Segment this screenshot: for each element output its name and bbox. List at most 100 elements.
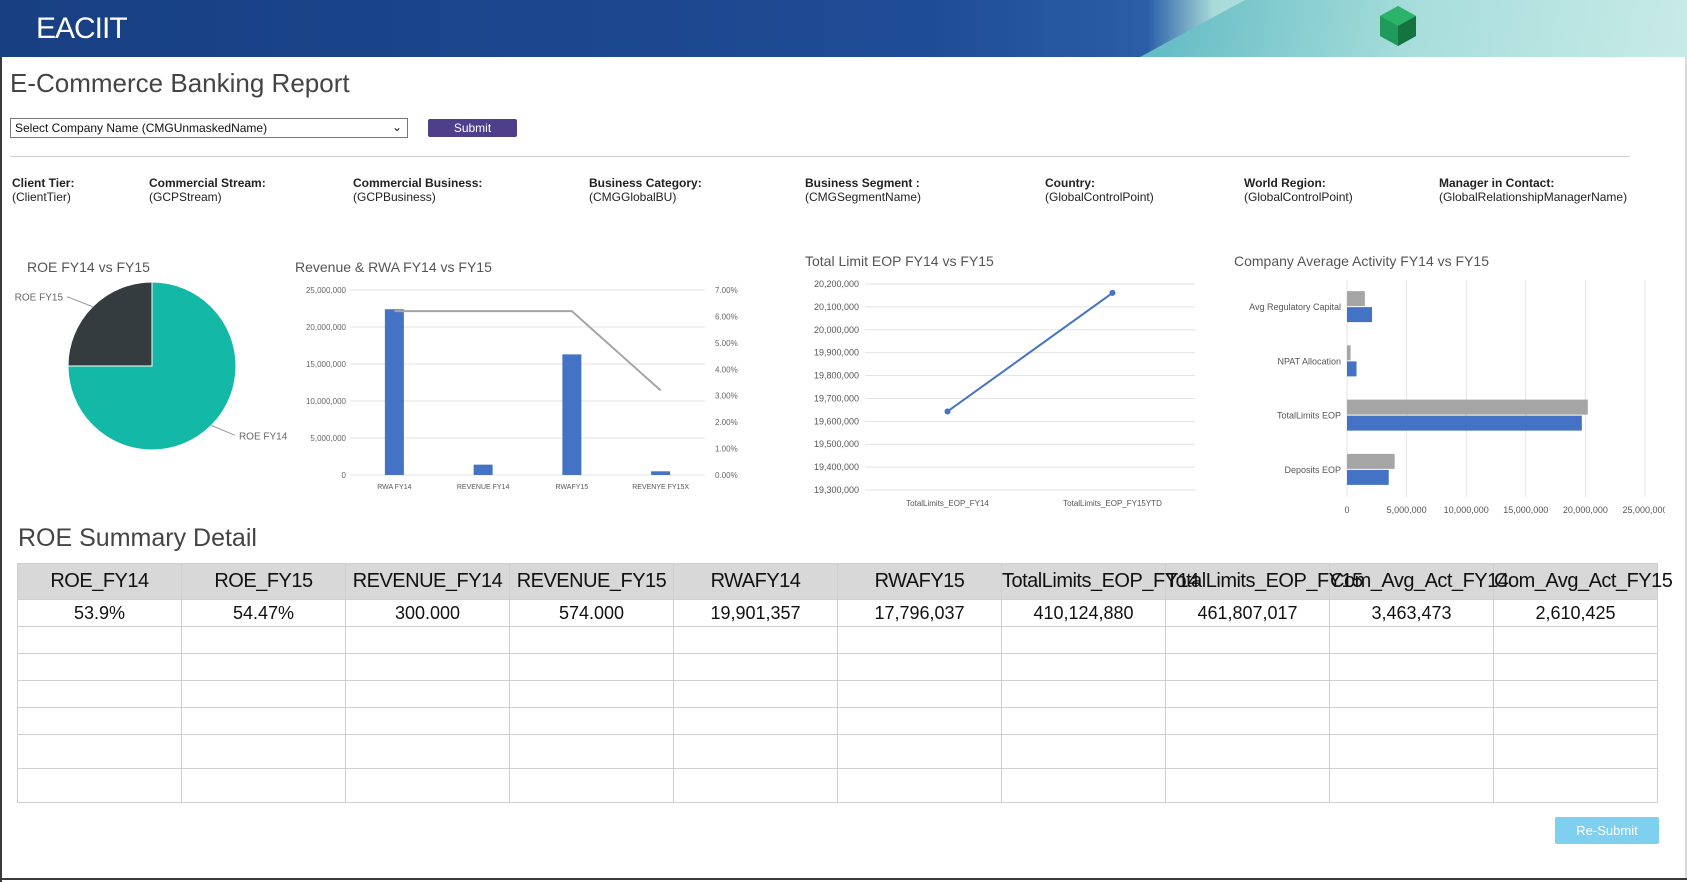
table-cell: 574.000: [509, 599, 674, 627]
divider: [10, 156, 1630, 157]
table-cell: 17,796,037: [837, 599, 1002, 627]
y-category-label: NPAT Allocation: [1277, 356, 1341, 366]
pie-chart-title: ROE FY14 vs FY15: [27, 259, 150, 275]
company-select-value: Select Company Name (CMGUnmaskedName): [15, 121, 268, 135]
resubmit-button[interactable]: Re-Submit: [1555, 817, 1659, 844]
table-cell: 410,124,880: [1001, 599, 1166, 627]
roe-summary-table: ROE_FY14 ROE_FY15 REVENUE_FY14 REVENUE_F…: [17, 563, 1673, 803]
meta-world-region: World Region: (GlobalControlPoint): [1244, 176, 1353, 204]
y-tick-label: 0: [342, 471, 347, 480]
y-tick-label: 19,800,000: [814, 371, 859, 381]
bar: [1347, 453, 1395, 469]
y-tick-label: 10,000,000: [306, 397, 347, 406]
x-tick-label: 0: [1344, 505, 1349, 515]
revenue-rwa-chart: 0 5,000,000 10,000,000 15,000,000 20,000,000…: [306, 286, 738, 491]
table-cell: 3,463,473: [1329, 599, 1494, 627]
meta-business-category: Business Category: (CMGGlobalBU): [589, 176, 702, 204]
page-title: E-Commerce Banking Report: [10, 68, 350, 98]
bar: [1347, 345, 1351, 361]
meta-value: (GlobalRelationshipManagerName): [1439, 190, 1628, 204]
column-header: ROE_FY14: [17, 563, 182, 600]
meta-label: Country:: [1045, 176, 1095, 190]
y-tick-label: 15,000,000: [306, 360, 347, 369]
pie-slice-label: ROE FY15: [15, 293, 64, 304]
app-logo: EACIIT: [36, 12, 128, 45]
company-select[interactable]: Select Company Name (CMGUnmaskedName) ⌄: [10, 118, 408, 138]
y-tick-label: 19,400,000: [814, 462, 859, 472]
meta-value: (GlobalControlPoint): [1244, 190, 1353, 204]
line-chart-title: Total Limit EOP FY14 vs FY15: [805, 253, 994, 269]
bar: [1347, 361, 1357, 377]
y-tick-label: 19,600,000: [814, 416, 859, 426]
green-gem-icon: [1380, 6, 1416, 46]
column-header: Com_Avg_Act_FY14: [1329, 563, 1509, 600]
y-tick-label: 19,300,000: [814, 485, 859, 495]
pie-slice: [67, 281, 153, 367]
meta-value: (GCPStream): [149, 190, 222, 204]
meta-country: Country: (GlobalControlPoint): [1045, 176, 1154, 204]
meta-label: Manager in Contact:: [1439, 176, 1555, 190]
x-tick-label: RWA FY14: [377, 484, 411, 491]
data-point: [944, 408, 951, 415]
table-header-row: ROE_FY14 ROE_FY15 REVENUE_FY14 REVENUE_F…: [17, 563, 1673, 600]
x-tick-label: TotalLimits_EOP_FY14: [906, 499, 989, 508]
y-tick-label: 19,500,000: [814, 439, 859, 449]
y2-tick-label: 3.00%: [715, 392, 738, 401]
y-tick-label: 19,900,000: [814, 348, 859, 358]
bar: [1347, 469, 1389, 485]
table-row-empty: [17, 680, 1658, 708]
y-category-label: Deposits EOP: [1284, 465, 1341, 475]
y-tick-label: 20,100,000: [814, 302, 859, 312]
y-tick-label: 5,000,000: [310, 434, 346, 443]
bar: [384, 309, 404, 475]
series-line: [946, 292, 1114, 413]
meta-value: (GCPBusiness): [353, 190, 436, 204]
meta-value: (CMGSegmentName): [805, 190, 922, 204]
y2-tick-label: 1.00%: [715, 445, 738, 454]
bar: [1347, 415, 1582, 431]
bar: [1347, 399, 1588, 415]
table-row-empty: [17, 653, 1658, 681]
meta-label: Client Tier:: [12, 176, 75, 190]
meta-value: (CMGGlobalBU): [589, 190, 677, 204]
x-tick-label: REVENYE FY15X: [632, 484, 689, 491]
y2-tick-label: 2.00%: [715, 418, 738, 427]
chevron-down-icon: ⌄: [391, 120, 402, 134]
column-header: REVENUE_FY15: [509, 563, 674, 600]
meta-commercial-business: Commercial Business: (GCPBusiness): [353, 176, 482, 204]
column-header: RWAFY14: [673, 563, 838, 600]
column-header: REVENUE_FY14: [345, 563, 510, 600]
meta-value: (ClientTier): [12, 190, 71, 204]
meta-label: Business Category:: [589, 176, 702, 190]
bottom-border: [0, 878, 1687, 880]
y-tick-label: 20,200,000: [814, 279, 859, 289]
submit-button[interactable]: Submit: [428, 119, 517, 137]
y2-tick-label: 7.00%: [715, 286, 738, 295]
pie-leader-line: [211, 424, 236, 436]
series-line: [394, 310, 662, 392]
table-cell: 2,610,425: [1493, 599, 1658, 627]
table-row-empty: [17, 707, 1658, 735]
table-row: 53.9% 54.47% 300.000 574.000 19,901,357 …: [17, 599, 1658, 627]
x-tick-label: 25,000,000: [1622, 505, 1665, 515]
meta-label: Commercial Stream:: [149, 176, 266, 190]
table-row-empty: [17, 734, 1658, 769]
x-tick-label: TotalLimits_EOP_FY15YTD: [1063, 499, 1162, 508]
meta-label: Commercial Business:: [353, 176, 483, 190]
bar: [1347, 307, 1373, 323]
bar: [651, 471, 671, 475]
table-cell: 300.000: [345, 599, 510, 627]
y-tick-label: 20,000,000: [814, 325, 859, 335]
column-header: TotalLimits_EOP_FY15: [1165, 563, 1363, 600]
right-border: [1685, 57, 1687, 880]
table-cell: 461,807,017: [1165, 599, 1330, 627]
combo-chart-title: Revenue & RWA FY14 vs FY15: [295, 259, 492, 275]
y2-tick-label: 6.00%: [715, 312, 738, 321]
column-header: Com_Avg_Act_FY15: [1493, 563, 1673, 600]
x-tick-label: RWAFY15: [556, 484, 589, 491]
bar: [562, 354, 582, 475]
x-tick-label: 10,000,000: [1444, 505, 1489, 515]
table-row-empty: [17, 768, 1658, 803]
x-tick-label: 20,000,000: [1563, 505, 1608, 515]
